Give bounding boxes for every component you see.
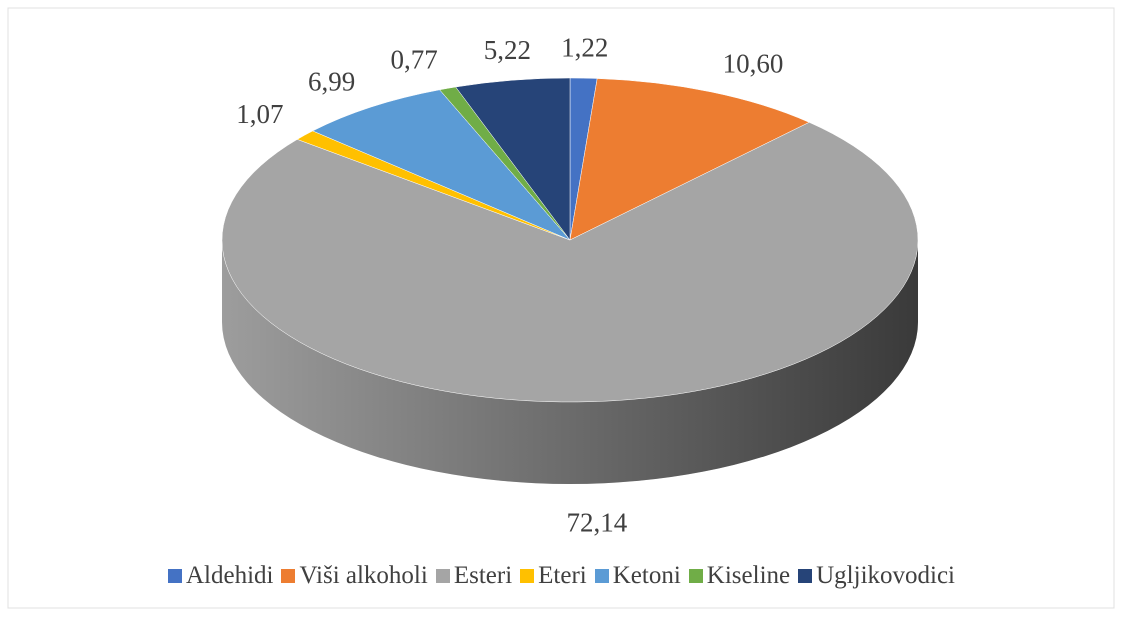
legend-label: Ketoni — [612, 562, 681, 589]
pie-slice — [221, 122, 919, 403]
pie-slice — [312, 89, 571, 241]
legend-swatch — [281, 569, 296, 583]
legend-item: Aldehidi — [167, 562, 274, 590]
legend-swatch — [435, 569, 450, 583]
data-label: 5,22 — [484, 35, 531, 65]
legend-label: Kiseline — [706, 562, 791, 589]
legend-label: Ugljikovodici — [816, 562, 956, 589]
legend-swatch — [594, 569, 609, 583]
legend-item: Eteri — [520, 562, 587, 590]
legend-swatch — [167, 569, 182, 583]
legend: Aldehidi Viši alkoholi Esteri Eteri Ketoni Ki… — [0, 562, 1123, 590]
data-label: 1,22 — [561, 32, 608, 62]
legend-swatch — [520, 569, 535, 583]
legend-label: Esteri — [453, 562, 513, 589]
legend-item: Esteri — [435, 562, 513, 590]
legend-item: Ketoni — [594, 562, 681, 590]
legend-item: Viši alkoholi — [281, 562, 428, 590]
side-shade — [222, 240, 918, 484]
data-label: 6,99 — [308, 66, 355, 96]
legend-label: Aldehidi — [185, 562, 274, 589]
legend-label: Viši alkoholi — [299, 562, 428, 589]
data-label: 0,77 — [391, 44, 438, 74]
data-label: 10,60 — [723, 49, 784, 79]
legend-swatch — [688, 569, 703, 583]
legend-item: Kiseline — [688, 562, 791, 590]
data-label: 72,14 — [566, 508, 627, 538]
pie-slice — [455, 77, 571, 241]
legend-swatch — [798, 569, 813, 583]
pie-slice — [569, 78, 810, 241]
data-label: 1,07 — [236, 99, 283, 129]
legend-item: Ugljikovodici — [798, 562, 955, 590]
frame — [7, 7, 1115, 609]
legend-label: Eteri — [538, 562, 587, 589]
